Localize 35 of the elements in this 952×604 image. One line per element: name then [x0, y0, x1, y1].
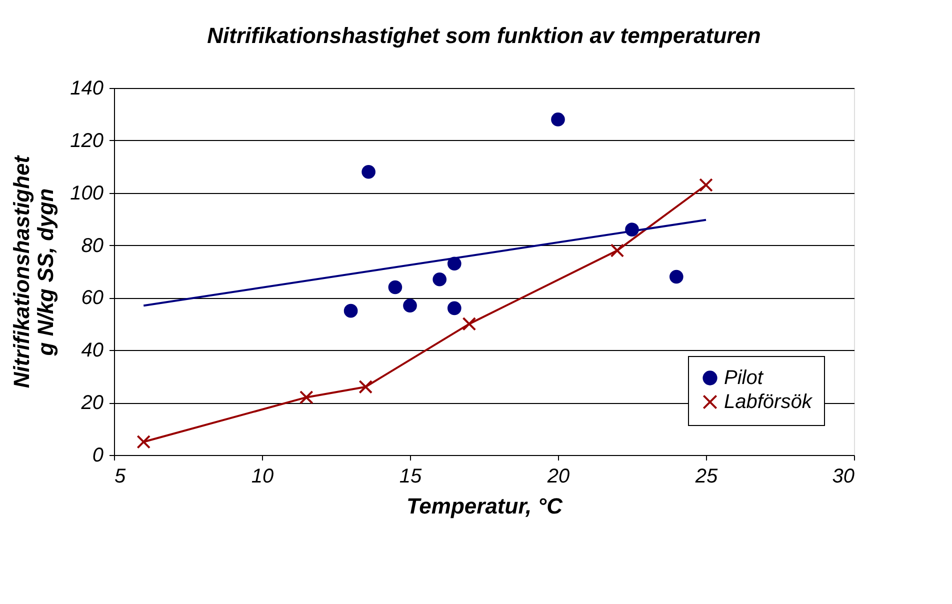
x-tick-label: 10: [251, 466, 274, 488]
x-tick-label: 25: [694, 466, 718, 488]
point: [699, 178, 713, 192]
y-tick-label: 100: [70, 182, 104, 204]
x-tick-label: 15: [399, 466, 422, 488]
point: [388, 280, 402, 294]
chart-title: Nitrifikationshastighet som funktion av temperaturen: [207, 23, 761, 48]
point: [344, 304, 358, 318]
point: [136, 434, 151, 449]
point: [403, 298, 417, 312]
y-tick-label: 60: [81, 287, 104, 310]
point: [669, 270, 684, 284]
point: [299, 390, 314, 404]
y-tick-label: 20: [80, 392, 104, 414]
point: [447, 301, 462, 316]
point: [447, 256, 462, 271]
x-tick-label: 30: [832, 466, 854, 488]
y-tick-label: 0: [92, 444, 104, 466]
x-axis-title: Temperatur, °C: [406, 494, 564, 518]
legend-label: Labförsök: [724, 391, 813, 413]
point: [625, 222, 639, 236]
point: [610, 244, 624, 258]
y-tick-label: 80: [81, 234, 104, 257]
point: [432, 272, 447, 286]
y-tick-label: 120: [70, 130, 104, 152]
x-tick-label: 5: [114, 466, 126, 488]
x-tick-label: 20: [546, 466, 570, 488]
point: [462, 317, 476, 331]
point: [358, 380, 373, 394]
point: [551, 112, 565, 126]
legend-label: Pilot: [724, 367, 764, 389]
point: [362, 164, 376, 179]
y-tick-label: 140: [70, 78, 104, 100]
y-tick-label: 40: [81, 340, 104, 362]
y-axis-title: Nitrifikationshastighet g N/kg SS, dygn: [9, 154, 58, 388]
